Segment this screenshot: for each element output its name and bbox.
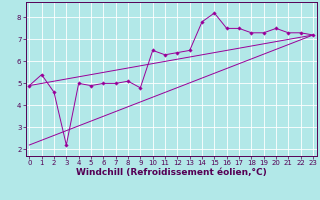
X-axis label: Windchill (Refroidissement éolien,°C): Windchill (Refroidissement éolien,°C) — [76, 168, 267, 177]
